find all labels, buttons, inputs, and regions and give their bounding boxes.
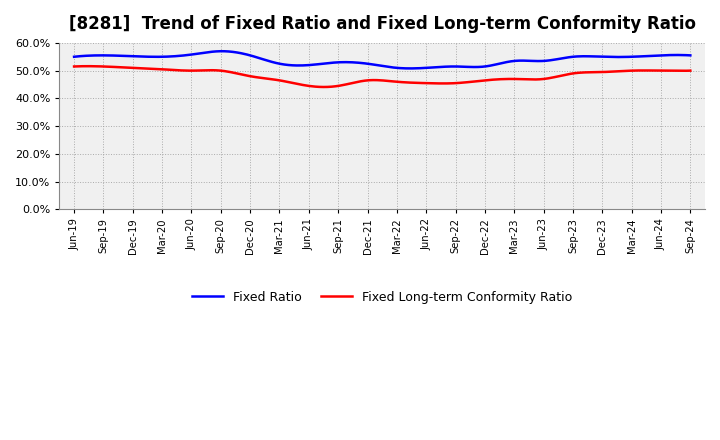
Fixed Ratio (441, 64, 449, 70)
Fixed Ratio (451, 64, 459, 69)
Fixed Ratio (405, 66, 414, 71)
Fixed Ratio (686, 53, 695, 58)
Fixed Ratio (593, 54, 602, 59)
Fixed Long-term Conformity Ratio (438, 81, 447, 86)
Line: Fixed Long-term Conformity Ratio: Fixed Long-term Conformity Ratio (74, 66, 690, 87)
Fixed Long-term Conformity Ratio (632, 68, 641, 73)
Title: [8281]  Trend of Fixed Ratio and Fixed Long-term Conformity Ratio: [8281] Trend of Fixed Ratio and Fixed Lo… (68, 15, 696, 33)
Fixed Ratio (72, 54, 81, 59)
Legend: Fixed Ratio, Fixed Long-term Conformity Ratio: Fixed Ratio, Fixed Long-term Conformity … (187, 286, 577, 309)
Fixed Ratio (632, 54, 641, 59)
Fixed Long-term Conformity Ratio (593, 70, 602, 75)
Fixed Long-term Conformity Ratio (319, 84, 328, 90)
Fixed Long-term Conformity Ratio (84, 63, 93, 69)
Fixed Ratio (70, 54, 78, 59)
Fixed Long-term Conformity Ratio (70, 64, 78, 69)
Fixed Long-term Conformity Ratio (451, 81, 459, 86)
Fixed Ratio (218, 48, 227, 54)
Fixed Long-term Conformity Ratio (72, 64, 81, 69)
Line: Fixed Ratio: Fixed Ratio (74, 51, 690, 69)
Fixed Long-term Conformity Ratio (441, 81, 449, 86)
Fixed Long-term Conformity Ratio (686, 68, 695, 73)
Fixed Ratio (438, 64, 447, 70)
